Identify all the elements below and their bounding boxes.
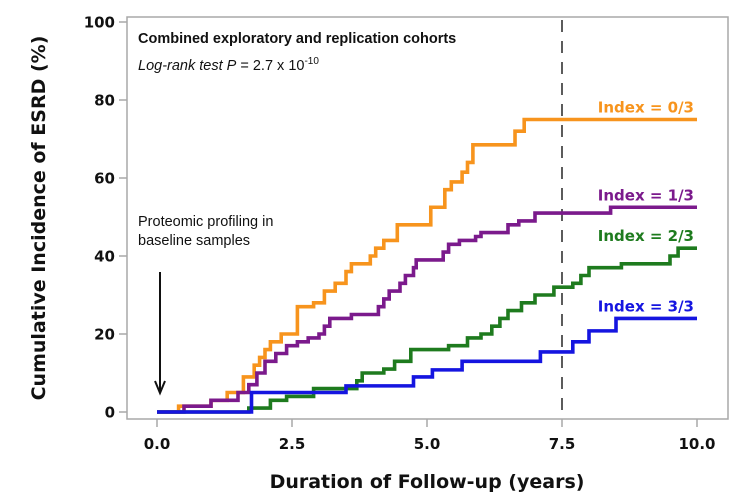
y-tick-label: 40 bbox=[94, 248, 115, 266]
y-tick-label: 100 bbox=[84, 14, 115, 32]
subtitle-value: = 2.7 x 10 bbox=[236, 58, 304, 74]
arrow-down-icon bbox=[154, 272, 166, 396]
annotation-line-2: baseline samples bbox=[138, 233, 250, 249]
x-axis: 0.0 2.5 5.0 7.5 10.0 bbox=[144, 419, 716, 453]
series-line-index-0-3 bbox=[157, 117, 697, 414]
series-line-index-1-3 bbox=[157, 205, 697, 414]
legend: Index = 0/3 Index = 1/3 Index = 2/3 Index =… bbox=[598, 99, 694, 316]
series-group bbox=[157, 117, 697, 414]
x-tick-label: 0.0 bbox=[144, 435, 171, 453]
chart-title: Combined exploratory and replication coh… bbox=[138, 31, 456, 47]
y-axis-title: Cumulative Incidence of ESRD (%) bbox=[28, 36, 50, 401]
series-label-index-0-3: Index = 0/3 bbox=[598, 99, 694, 117]
annotation-line-1: Proteomic profiling in bbox=[138, 214, 273, 230]
series-label-index-1-3: Index = 1/3 bbox=[598, 186, 694, 204]
series-label-index-3-3: Index = 3/3 bbox=[598, 297, 694, 315]
x-tick-label: 5.0 bbox=[414, 435, 441, 453]
subtitle-exponent: -10 bbox=[304, 56, 319, 67]
series-line-index-2-3 bbox=[157, 246, 697, 414]
x-axis-title: Duration of Follow-up (years) bbox=[270, 471, 585, 493]
y-tick-label: 80 bbox=[94, 92, 115, 110]
x-tick-label: 10.0 bbox=[678, 435, 715, 453]
series-label-index-2-3: Index = 2/3 bbox=[598, 227, 694, 245]
y-tick-label: 60 bbox=[94, 170, 115, 188]
chart-subtitle: Log-rank test P = 2.7 x 10-10 bbox=[138, 56, 319, 74]
y-axis: 0 20 40 60 80 100 bbox=[84, 14, 127, 422]
x-tick-label: 2.5 bbox=[279, 435, 306, 453]
y-tick-label: 0 bbox=[105, 404, 115, 422]
x-tick-label: 7.5 bbox=[549, 435, 576, 453]
subtitle-prefix: Log-rank test P bbox=[138, 58, 237, 74]
y-tick-label: 20 bbox=[94, 326, 115, 344]
series-line-index-3-3 bbox=[157, 316, 697, 414]
